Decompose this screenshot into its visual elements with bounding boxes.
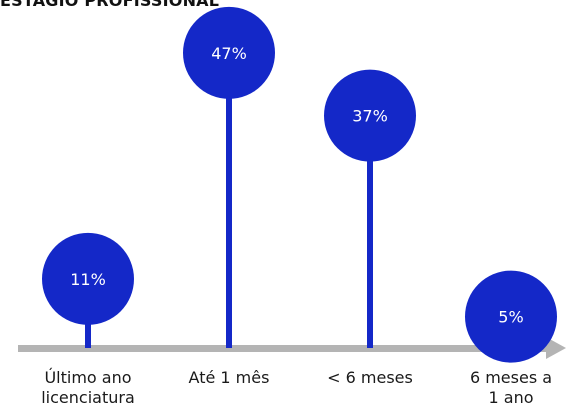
x-axis-arrow-icon	[546, 337, 566, 359]
category-label: < 6 meses	[295, 368, 445, 388]
data-label: 37%	[352, 107, 388, 126]
category-label-line: licenciatura	[41, 388, 135, 407]
lollipop-stem	[367, 115, 373, 348]
lollipop-bubble	[465, 270, 557, 363]
category-label-line: < 6 meses	[327, 368, 413, 387]
data-label: 11%	[70, 270, 106, 289]
category-label-line: Último ano	[44, 368, 132, 387]
category-label: Até 1 mês	[154, 368, 304, 388]
category-label-line: 1 ano	[488, 388, 534, 407]
lollipop-bubble	[324, 69, 416, 162]
category-label: Último ano licenciatura	[13, 368, 163, 408]
data-label: 47%	[211, 44, 247, 63]
lollipop-bubble	[183, 6, 275, 99]
x-axis-line	[18, 345, 548, 352]
data-label: 5%	[498, 308, 523, 327]
category-label-line: 6 meses a	[469, 368, 553, 387]
lollipop-stem	[226, 52, 232, 349]
chart-title: ESTÁGIO PROFISSIONAL	[0, 0, 220, 10]
lollipop-bubble	[42, 232, 134, 325]
category-label-line: Até 1 mês	[188, 368, 270, 387]
